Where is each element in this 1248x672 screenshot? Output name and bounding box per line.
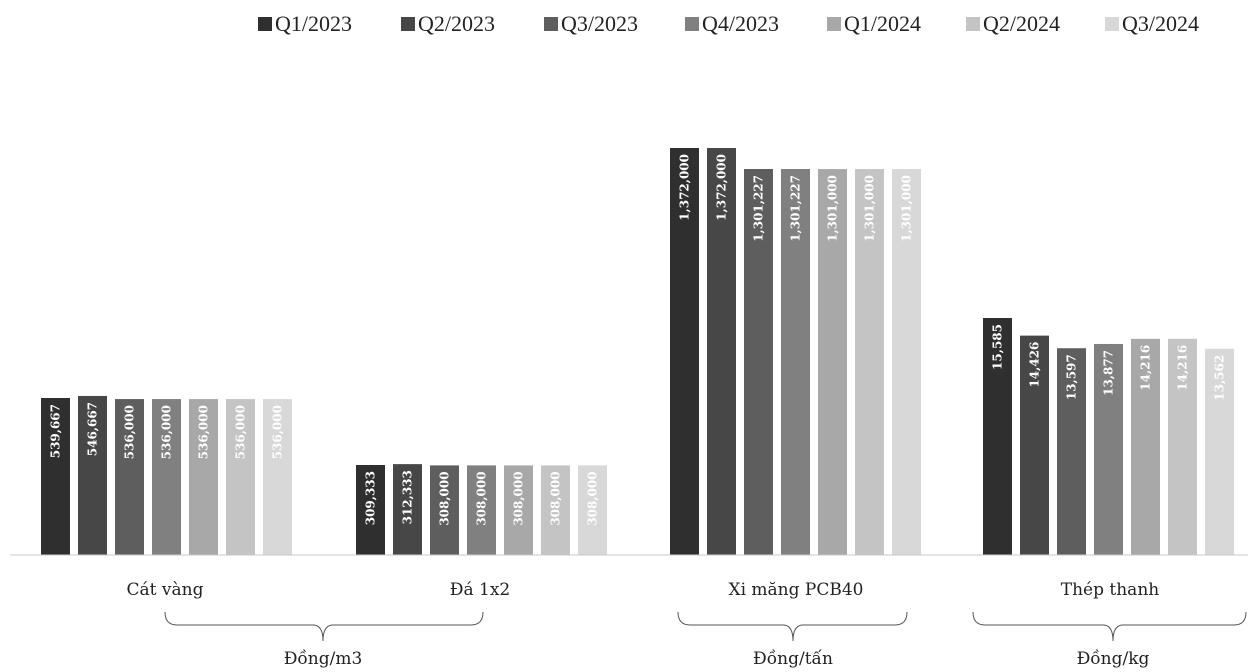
unit-label: Đồng/kg: [1077, 649, 1150, 669]
legend-label: Q2/2024: [983, 11, 1060, 36]
bar: [430, 465, 459, 555]
bar: [1094, 343, 1123, 555]
bar: [855, 169, 884, 555]
bar: [41, 398, 70, 555]
bar: [152, 399, 181, 555]
bar-value-label: 312,333: [401, 470, 415, 524]
bars: 539,667 546,667 536,000 536,000 536,000 536,0…: [41, 148, 1234, 555]
unit-label: Đồng/tấn: [753, 649, 833, 669]
bar-value-label: 536,000: [271, 405, 285, 459]
bar-value-label: 536,000: [160, 405, 174, 459]
bar: [744, 168, 773, 555]
bar: [781, 168, 810, 555]
legend-swatch: [401, 17, 415, 31]
bar: [504, 465, 533, 555]
legend-swatch: [544, 17, 558, 31]
bar-value-label: 546,667: [86, 402, 100, 456]
bar: [78, 395, 107, 555]
bar-value-label: 308,000: [549, 471, 563, 525]
bar-value-label: 309,333: [364, 471, 378, 525]
bar-value-label: 308,000: [475, 471, 489, 525]
bar-value-label: 13,597: [1065, 354, 1079, 400]
category-label: Thép thanh: [1061, 580, 1159, 600]
legend-label: Q4/2023: [702, 11, 779, 36]
bar-value-label: 14,216: [1139, 345, 1153, 391]
bar: [356, 465, 385, 555]
category-label: Xi măng PCB40: [728, 580, 863, 600]
bar: [263, 399, 292, 555]
bar: [1205, 348, 1234, 555]
bar-value-label: 536,000: [197, 405, 211, 459]
bar-value-label: 15,585: [991, 324, 1005, 370]
bar-value-label: 1,372,000: [715, 154, 729, 221]
legend-label: Q3/2024: [1122, 11, 1199, 36]
bar-value-label: 308,000: [586, 471, 600, 525]
bar: [541, 465, 570, 555]
legend-swatch: [258, 17, 272, 31]
legend-label: Q1/2023: [275, 11, 352, 36]
legend-swatch: [827, 17, 841, 31]
category-label: Cát vàng: [127, 580, 204, 600]
bar-value-label: 308,000: [512, 471, 526, 525]
legend-label: Q2/2023: [418, 11, 495, 36]
bar: [467, 465, 496, 555]
bar-value-label: 1,301,000: [826, 175, 840, 242]
bar-value-label: 13,562: [1213, 355, 1227, 401]
bar: [892, 169, 921, 555]
bar-value-label: 308,000: [438, 471, 452, 525]
bar-value-label: 1,372,000: [678, 154, 692, 221]
bar: [189, 399, 218, 555]
bar-value-label: 1,301,227: [789, 175, 803, 242]
bar-value-label: 13,877: [1102, 350, 1116, 396]
legend-label: Q3/2023: [561, 11, 638, 36]
legend-swatch: [685, 17, 699, 31]
bar: [670, 148, 699, 555]
bar: [818, 169, 847, 555]
unit-bracket: [677, 611, 908, 642]
bar: [393, 464, 422, 555]
bar-value-label: 14,426: [1028, 342, 1042, 388]
category-labels: Cát vàng Đá 1x2 Xi măng PCB40 Thép thanh: [127, 580, 1160, 600]
bar-value-label: 1,301,227: [752, 175, 766, 242]
bar-value-label: 1,301,000: [863, 175, 877, 242]
bar: [226, 399, 255, 555]
bar: [707, 148, 736, 555]
unit-bracket: [972, 611, 1247, 642]
bar: [578, 465, 607, 555]
bar: [1020, 335, 1049, 555]
bar-value-label: 539,667: [49, 404, 63, 458]
legend: Q1/2023 Q2/2023 Q3/2023 Q4/2023 Q1/2024 Q2/20…: [258, 11, 1199, 36]
bar: [1131, 338, 1160, 555]
bar: [1057, 348, 1086, 555]
bar: [1168, 338, 1197, 555]
bar: [115, 399, 144, 555]
category-label: Đá 1x2: [450, 580, 510, 600]
legend-label: Q1/2024: [844, 11, 921, 36]
legend-swatch: [966, 17, 980, 31]
unit-bracket: [164, 611, 484, 642]
bar: [983, 318, 1012, 555]
bar-value-label: 14,216: [1176, 345, 1190, 391]
unit-label: Đồng/m3: [284, 649, 363, 669]
bar-value-label: 536,000: [123, 405, 137, 459]
legend-swatch: [1105, 17, 1119, 31]
unit-brackets: Đồng/m3 Đồng/tấn Đồng/kg: [164, 611, 1247, 669]
bar-value-label: 1,301,000: [900, 175, 914, 242]
bar-value-label: 536,000: [234, 405, 248, 459]
